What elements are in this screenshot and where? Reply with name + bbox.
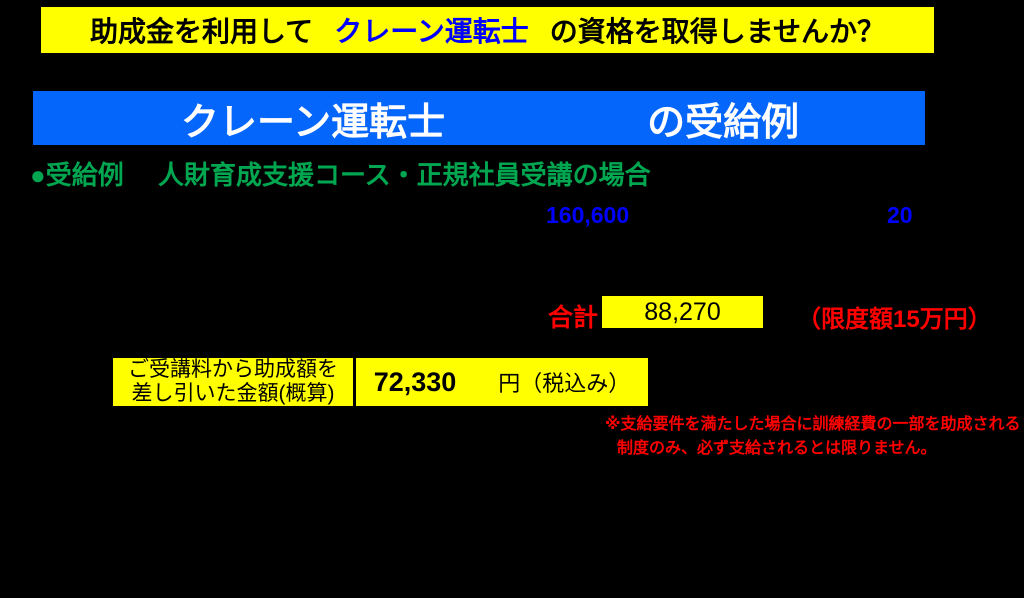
top-banner-text-before: 助成金を利用して [90, 16, 314, 47]
result-label-cell: ご受講料から助成額を 差し引いた金額(概算) [113, 358, 356, 406]
limit-note: （限度額15万円） [797, 306, 992, 333]
example-course-label: 人財育成支援コース・正規社員受講の場合 [157, 160, 651, 190]
figure-amount-right: 20 [887, 202, 913, 228]
result-label-line2: 差し引いた金額(概算) [131, 382, 335, 405]
result-value-cell: 72,330 円（税込み） [356, 358, 648, 406]
disclaimer: ※支給要件を満たした場合に訓練経費の一部を助成される 制度のみ、必ず支給されると… [605, 413, 1021, 461]
disclaimer-line1: ※支給要件を満たした場合に訓練経費の一部を助成される [605, 416, 1021, 433]
top-banner-qualification: クレーン運転士 [334, 16, 529, 47]
result-label-line1: ご受講料から助成額を [128, 358, 338, 381]
result-amount: 72,330 [373, 366, 457, 397]
total-amount-box: 88,270 [601, 295, 764, 329]
title-qualification: クレーン運転士 [181, 101, 446, 144]
title-banner: クレーン運転士 の受給例 [30, 88, 928, 148]
total-label: 合計 [548, 304, 599, 332]
result-table: ご受講料から助成額を 差し引いた金額(概算) 72,330 円（税込み） [110, 355, 651, 409]
top-banner-text-after: の資格を取得しませんか？ [549, 16, 885, 47]
top-catch-banner: 助成金を利用して クレーン運転士 の資格を取得しませんか？ [38, 4, 937, 56]
disclaimer-line2: 制度のみ、必ず支給されるとは限りません。 [617, 440, 937, 457]
example-bullet-label: ●受給例 [30, 160, 124, 190]
total-amount: 88,270 [644, 297, 721, 326]
result-unit: 円（税込み） [498, 371, 631, 396]
example-heading: ●受給例 人財育成支援コース・正規社員受講の場合 [30, 155, 651, 192]
title-suffix: の受給例 [647, 101, 800, 144]
figure-amount-left: 160,600 [546, 202, 630, 228]
